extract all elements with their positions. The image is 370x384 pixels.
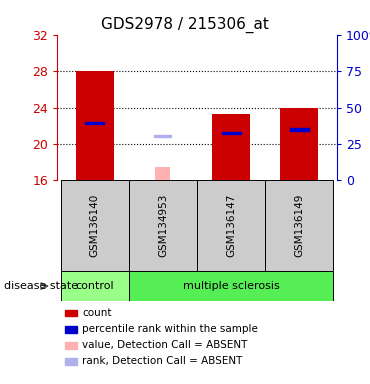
Text: GSM136149: GSM136149 [294,194,304,257]
Text: count: count [82,308,112,318]
Bar [61,180,129,271]
Bar [212,114,250,180]
Text: control: control [75,281,114,291]
Bar [61,271,129,301]
Bar [290,128,309,131]
Bar [222,132,240,134]
Text: multiple sclerosis: multiple sclerosis [183,281,279,291]
Text: GSM136147: GSM136147 [226,194,236,257]
Text: GSM136140: GSM136140 [90,194,100,257]
Bar [154,135,171,137]
Bar [265,180,333,271]
Text: value, Detection Call = ABSENT: value, Detection Call = ABSENT [82,340,248,350]
Text: disease state: disease state [4,281,78,291]
Bar [76,71,114,180]
Bar [129,180,197,271]
Text: percentile rank within the sample: percentile rank within the sample [82,324,258,334]
Text: rank, Detection Call = ABSENT: rank, Detection Call = ABSENT [82,356,242,366]
Bar [155,167,171,180]
Bar [85,122,104,124]
Bar [280,108,318,180]
Bar [129,271,333,301]
Bar [197,180,265,271]
Text: GSM134953: GSM134953 [158,194,168,257]
Text: GDS2978 / 215306_at: GDS2978 / 215306_at [101,17,269,33]
